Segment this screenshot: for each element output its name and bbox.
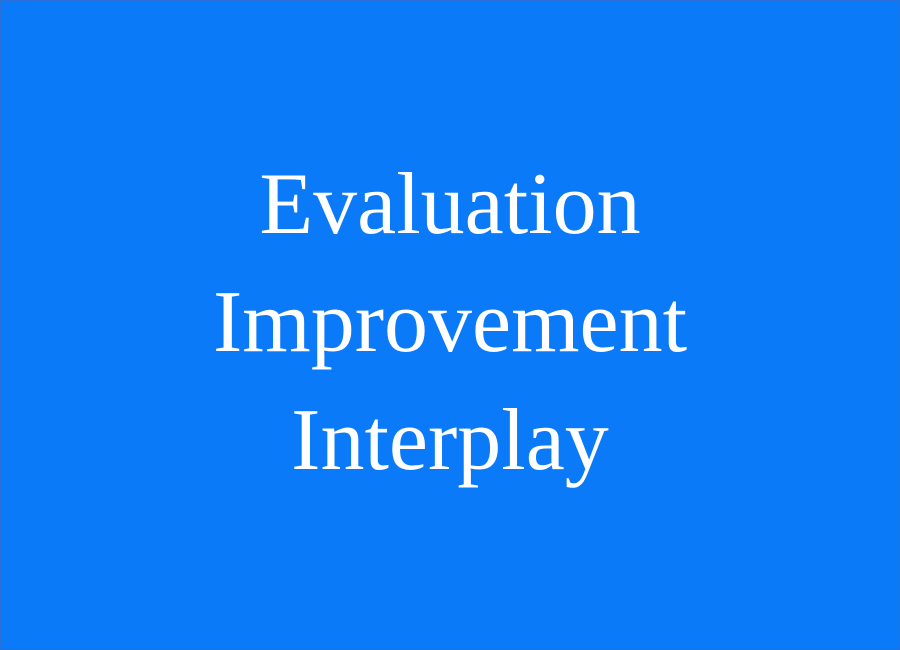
title-line-interplay: Interplay	[291, 392, 609, 489]
slide-title: Evaluation Improvement Interplay	[213, 146, 687, 500]
title-line-evaluation: Evaluation	[259, 156, 641, 253]
title-line-improvement: Improvement	[212, 274, 688, 371]
